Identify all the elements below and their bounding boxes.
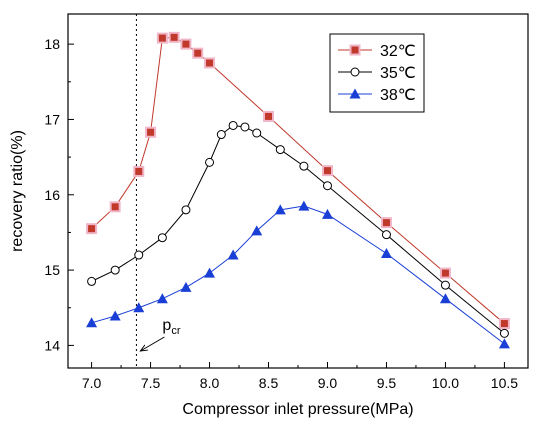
legend-marker [350,67,360,77]
plot-frame [67,13,529,369]
data-point [380,217,392,229]
data-point [110,265,120,275]
data-point [109,310,121,321]
data-point [204,267,216,278]
data-point [87,276,97,286]
x-tick-label: 8.0 [200,375,220,391]
pcr-label: pcr [162,317,180,337]
data-point [227,249,239,260]
data-point [381,230,391,240]
data-point [216,130,226,140]
series-line [91,205,505,345]
data-point [133,165,145,177]
data-point [86,317,98,328]
x-tick-label: 9.5 [377,375,397,391]
data-point [498,338,510,349]
data-point [251,225,263,236]
legend-marker [349,44,361,56]
ticks-layer: 7.0 7.5 8.0 8.5 9.0 9.5 10.0 10.5 14 15 16 17 18 [44,36,518,391]
series-group [87,120,509,338]
y-tick-label: 18 [44,36,60,52]
data-point [439,267,451,279]
data-point [86,223,98,235]
x-axis-title: Compressor inlet pressure(MPa) [182,401,413,418]
data-point [180,281,192,292]
data-point [156,293,168,304]
data-point [240,122,250,132]
y-tick-label: 15 [44,262,60,278]
data-point [205,157,215,167]
x-tick-label: 7.5 [141,375,161,391]
data-point [145,126,157,138]
series-line [91,36,505,324]
data-point [321,208,333,219]
legend-label: 35℃ [380,65,416,82]
data-point [499,328,509,338]
data-point [134,250,144,260]
data-point [263,110,275,122]
data-point [299,161,309,171]
data-point [109,201,121,213]
series-group [86,200,510,349]
data-point [252,128,262,138]
x-tick-label: 8.5 [259,375,279,391]
data-point [321,165,333,177]
data-point [156,32,168,44]
legend-marker [349,88,361,99]
data-point [275,145,285,155]
data-point [322,181,332,191]
data-point [380,248,392,259]
data-point [180,38,192,50]
series-group [86,31,510,330]
pcr-label-main: p [162,317,171,334]
x-tick-label: 10.0 [432,375,459,391]
legend: 32℃ 35℃ 38℃ [329,33,425,113]
series-layer [86,31,510,349]
y-tick-label: 16 [44,187,60,203]
data-point [168,31,180,43]
legend-box [329,33,425,113]
x-tick-label: 7.0 [82,375,102,391]
data-point [204,57,216,69]
data-point [298,200,310,211]
data-point [439,293,451,304]
data-point [133,302,145,313]
data-point [192,47,204,59]
y-axis-title: recovery ratio(%) [9,130,26,252]
x-tick-label: 10.5 [491,375,518,391]
x-tick-label: 9.0 [318,375,338,391]
data-point [274,204,286,215]
legend-label: 38℃ [380,87,416,104]
data-point [157,233,167,243]
legend-label: 32℃ [380,43,416,60]
pcr-arrow [140,336,165,351]
data-point [440,280,450,290]
data-point [498,318,510,330]
pcr-label-sub: cr [171,325,181,337]
y-tick-label: 17 [44,111,60,127]
data-point [181,205,191,215]
series-line [91,124,505,334]
y-tick-label: 14 [44,337,60,353]
data-point [228,120,238,130]
